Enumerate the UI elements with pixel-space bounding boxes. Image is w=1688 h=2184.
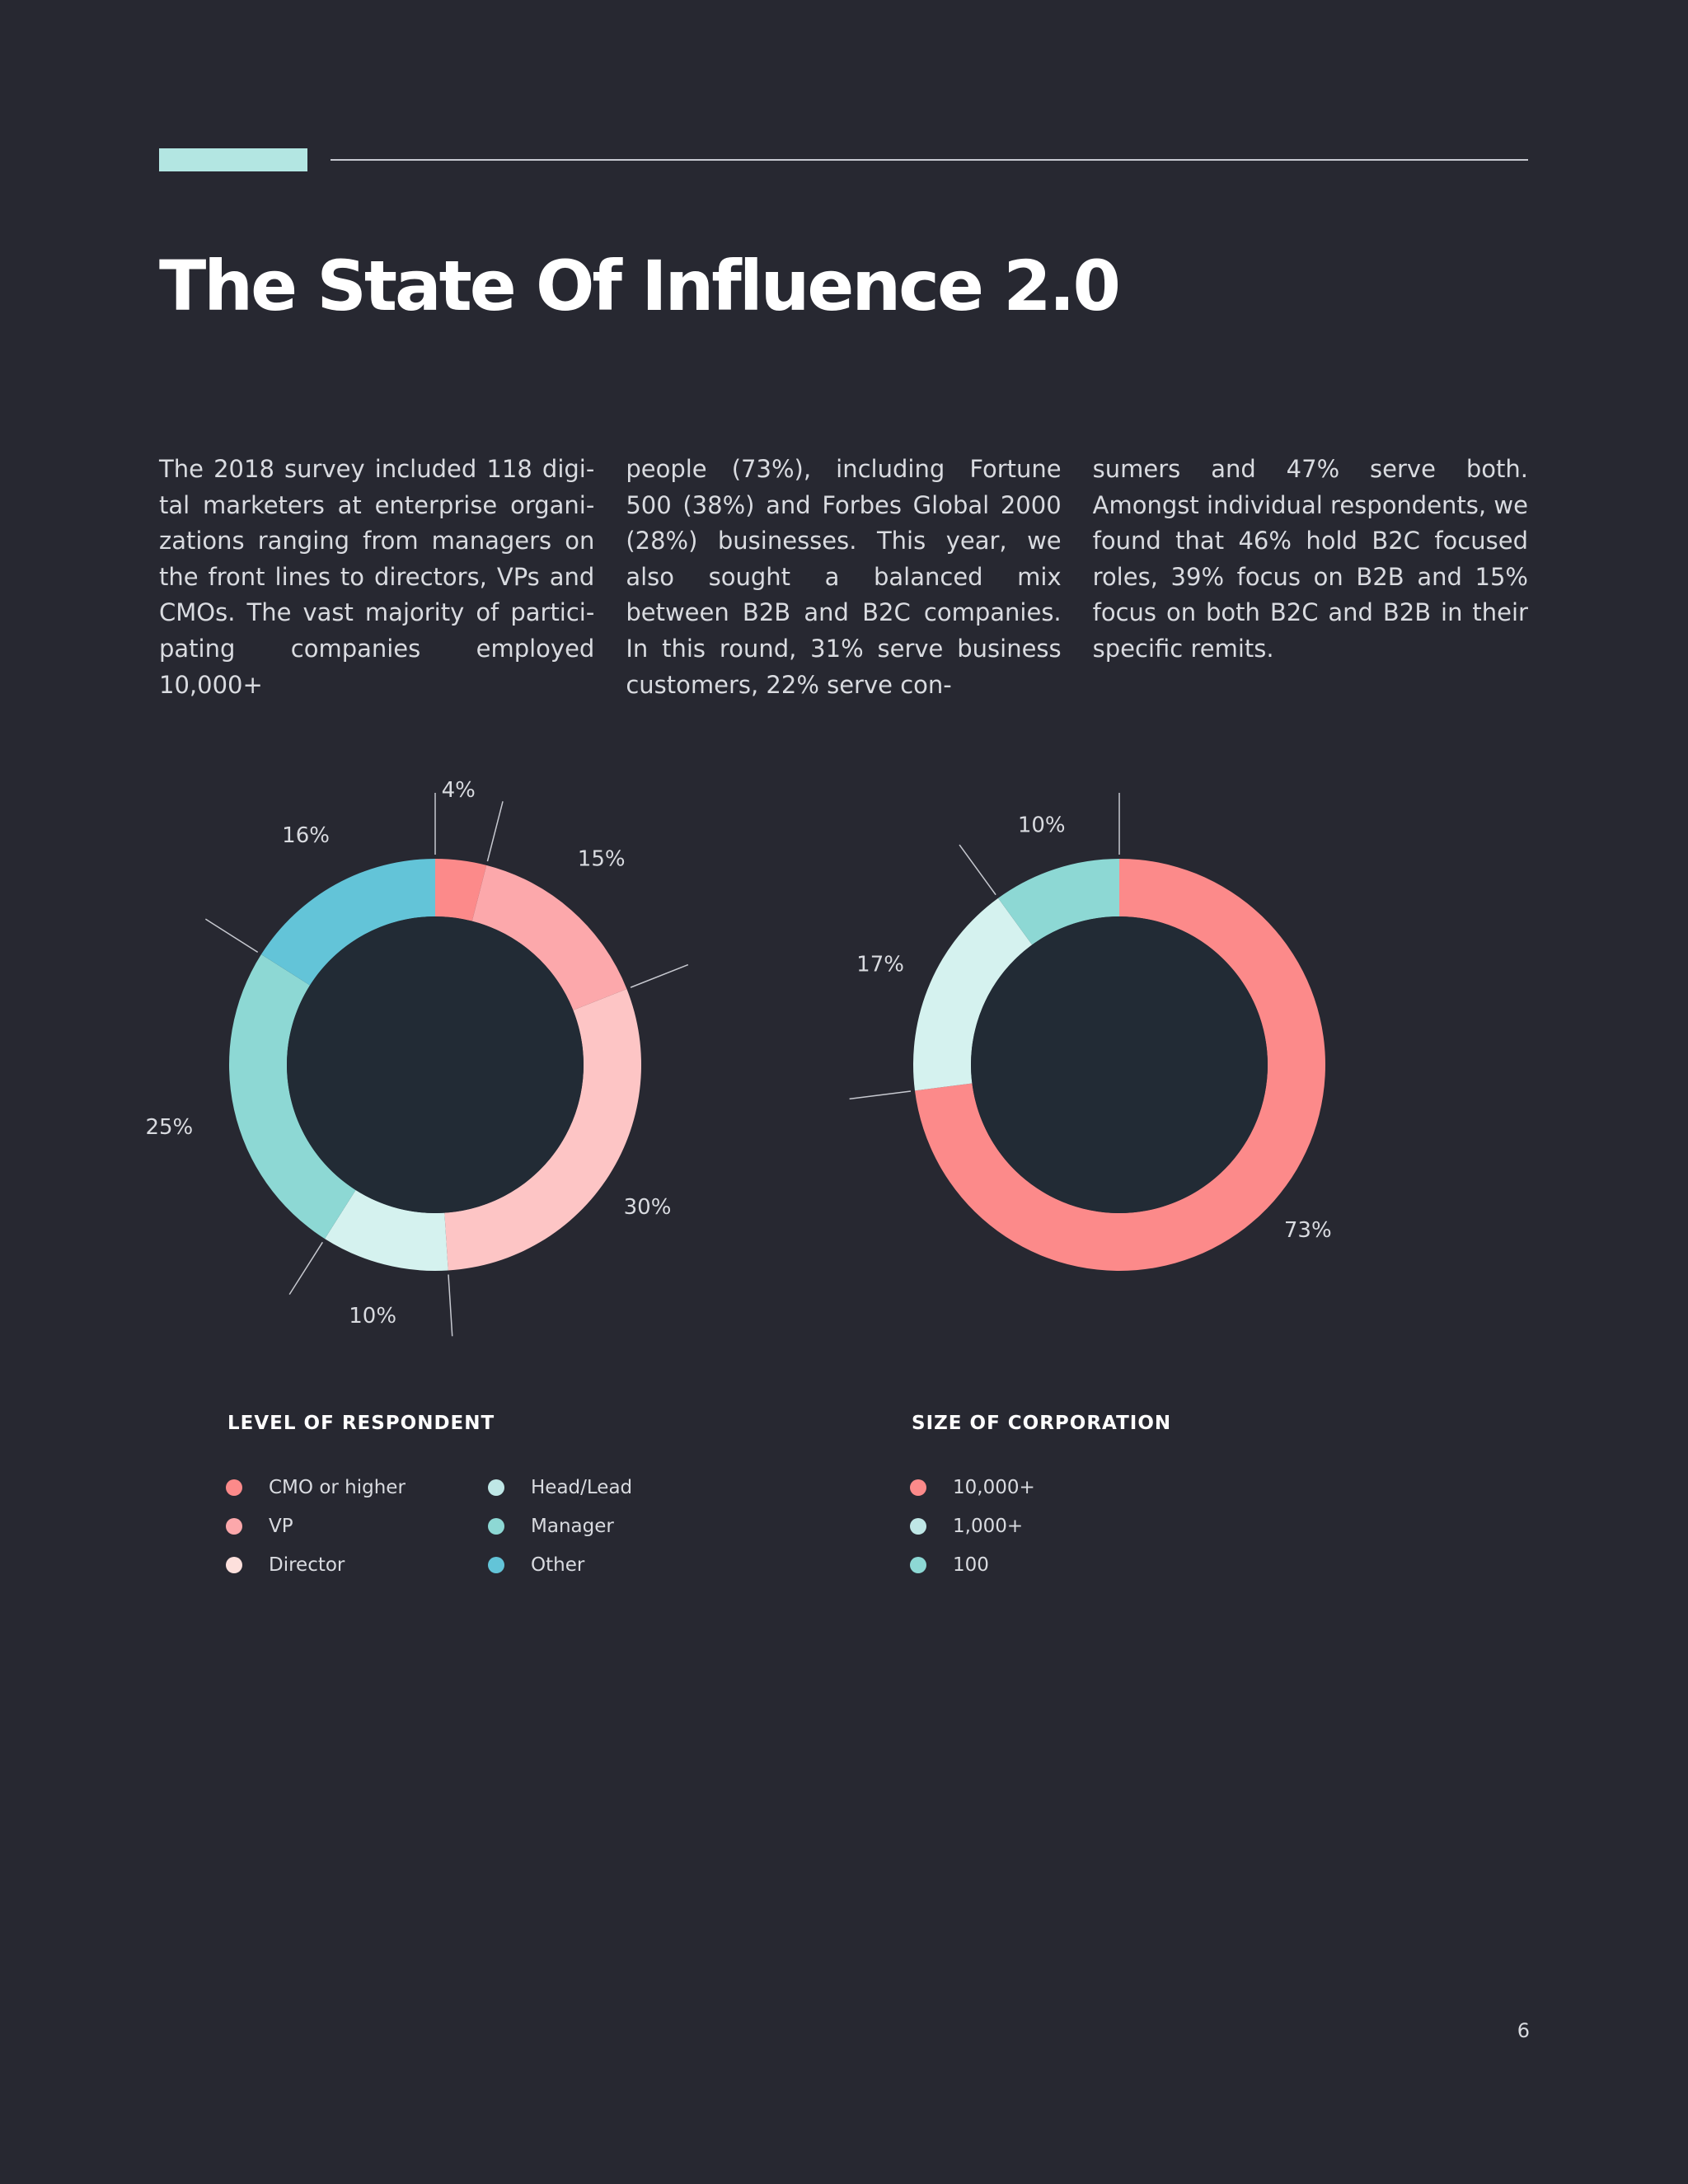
legend-item-manager: Manager bbox=[488, 1514, 614, 1539]
legend-item-head-lead: Head/Lead bbox=[488, 1475, 632, 1500]
donut-slice-director bbox=[444, 988, 641, 1271]
legend-title-size-of-corporation: SIZE OF CORPORATION bbox=[912, 1413, 1172, 1434]
legend-dot bbox=[226, 1479, 242, 1496]
donut-hole bbox=[971, 916, 1268, 1213]
donut-slice-cmo-or-higher bbox=[435, 859, 487, 921]
legend-item-cmo-or-higher: CMO or higher bbox=[226, 1475, 406, 1500]
accent-bar bbox=[159, 148, 307, 171]
page-number: 6 bbox=[1517, 2019, 1530, 2042]
leader-line bbox=[486, 801, 504, 862]
donut-slice-head-lead bbox=[325, 1189, 448, 1271]
donut-slice-100 bbox=[998, 859, 1119, 945]
data-label-head-lead: 10% bbox=[349, 1304, 396, 1329]
data-label-other: 16% bbox=[282, 823, 330, 848]
legend-dot bbox=[910, 1518, 926, 1535]
donut-hole bbox=[287, 916, 584, 1213]
legend-label: 1,000+ bbox=[953, 1516, 1024, 1537]
legend-item-other: Other bbox=[488, 1553, 584, 1577]
legend-label: Director bbox=[269, 1554, 345, 1576]
donut-slice-vp bbox=[471, 865, 627, 1010]
intro-text: The 2018 survey included 118 digi-tal ma… bbox=[159, 452, 1528, 699]
legend-dot bbox=[910, 1479, 926, 1496]
legend-label: CMO or higher bbox=[269, 1477, 406, 1498]
intro-column-1: The 2018 survey included 118 digi-tal ma… bbox=[159, 455, 595, 699]
leader-line bbox=[288, 1241, 323, 1296]
legend-dot bbox=[910, 1557, 926, 1573]
legend-dot bbox=[226, 1518, 242, 1535]
legend-label: 10,000+ bbox=[953, 1477, 1035, 1498]
legend-dot bbox=[488, 1557, 504, 1573]
legend-item-1000-plus: 1,000+ bbox=[910, 1514, 1023, 1539]
data-label-cmo-or-higher: 4% bbox=[442, 778, 476, 803]
legend-title-level-of-respondent: LEVEL OF RESPONDENT bbox=[227, 1413, 495, 1434]
donut-slice-other bbox=[260, 859, 435, 986]
intro-column-3: sumers and 47% serve both. Amongst indiv… bbox=[1092, 455, 1528, 663]
leader-line bbox=[630, 963, 689, 988]
legend-item-100: 100 bbox=[910, 1553, 989, 1577]
level-of-respondent-donut-chart: 4% 15% 30% 10% 25% 16% bbox=[145, 778, 689, 1337]
donut-slice-1-000 bbox=[913, 898, 1033, 1091]
leader-line bbox=[959, 844, 996, 896]
data-label-vp: 15% bbox=[578, 847, 626, 872]
leader-line bbox=[204, 918, 259, 953]
legend-label: Manager bbox=[531, 1516, 614, 1537]
legend-label: Other bbox=[531, 1554, 585, 1576]
donut-slice-manager bbox=[229, 954, 356, 1240]
legend-item-10000-plus: 10,000+ bbox=[910, 1475, 1035, 1500]
legend-label: VP bbox=[269, 1516, 293, 1537]
legend-label: Head/Lead bbox=[531, 1477, 633, 1498]
leader-line bbox=[448, 1274, 453, 1337]
legend-dot bbox=[226, 1557, 242, 1573]
data-label-manager: 25% bbox=[145, 1115, 193, 1140]
top-rule bbox=[331, 159, 1528, 161]
legend-dot bbox=[488, 1479, 504, 1496]
data-label-10-000: 73% bbox=[1284, 1218, 1332, 1243]
data-label-100: 10% bbox=[1018, 813, 1066, 837]
leader-line bbox=[849, 1090, 912, 1100]
legend-item-vp: VP bbox=[226, 1514, 293, 1539]
data-label-1-000: 17% bbox=[856, 952, 904, 977]
data-label-director: 30% bbox=[624, 1195, 672, 1220]
page-title: The State Of Influence 2.0 bbox=[159, 246, 1121, 326]
intro-column-2: people (73%), including Fortune 500 (38%… bbox=[626, 455, 1062, 699]
legend-item-director: Director bbox=[226, 1553, 345, 1577]
legend-label: 100 bbox=[953, 1554, 989, 1576]
size-of-corporation-donut-chart: 73% 17% 10% bbox=[849, 793, 1332, 1271]
legend-dot bbox=[488, 1518, 504, 1535]
